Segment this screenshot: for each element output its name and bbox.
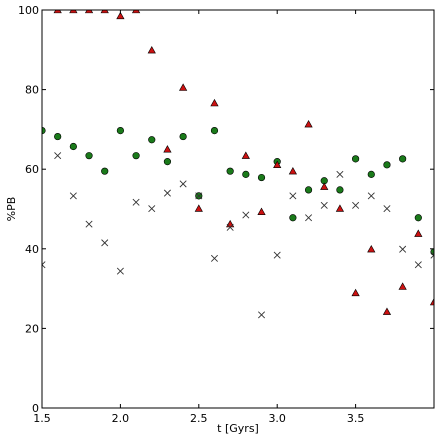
cross-point [210,254,218,262]
triangle-point [288,166,297,175]
cross-point [101,239,109,247]
plot-frame [41,9,435,409]
triangle-point [226,219,235,228]
cross-point [163,189,171,197]
triangle-point [414,229,423,237]
circle-point [399,155,407,163]
data-marks [42,10,434,319]
cross-point [320,201,328,209]
circle-point [242,170,250,178]
cross-point [399,245,407,253]
circle-point [336,186,344,194]
cross-point [336,170,344,178]
triangle-point [320,182,329,190]
circle-point [116,126,124,135]
cross-point [352,201,360,209]
cross-point [258,311,266,319]
cross-point [179,180,187,188]
cross-point [195,192,203,200]
cross-point [69,192,77,200]
circle-point [383,161,391,169]
triangle-point [257,207,266,215]
x-tick-label: 2.0 [112,412,130,425]
circle-point [163,158,172,166]
cross-point [148,205,156,213]
cross-point [54,152,62,160]
circle-point [414,214,422,222]
circle-point [430,248,434,256]
cross-point [430,251,434,259]
circle-point [132,152,140,160]
x-axis-label: t [Gyrs] [217,422,259,435]
circle-point [148,136,156,144]
triangle-point [351,288,360,297]
circle-point [179,132,187,141]
circle-point [54,132,62,141]
circle-point [304,186,313,194]
y-tick-label: 0 [32,402,39,415]
triangle-point [429,297,434,306]
triangle-point [241,151,250,159]
triangle-point [367,244,376,253]
y-tick-label: 40 [25,243,39,256]
cross-point [273,251,281,259]
triangle-point [194,204,203,212]
cross-point [383,205,391,213]
triangle-point [273,160,282,169]
cross-point [116,267,124,275]
triangle-point [382,307,392,315]
triangle-point [100,10,109,14]
y-axis-label: %PB [5,197,18,222]
triangle-point [69,10,78,14]
circle-point [101,167,109,175]
cross-point [85,220,93,228]
axis-ticks: 1.5 2.0 2.5 3.0 3.5 0 20 40 60 80 100 [18,4,434,425]
circle-point [289,214,297,222]
triangle-point [116,11,125,20]
circle-point [257,173,266,182]
cross-point [242,211,250,219]
circle-point [210,126,219,135]
triangle-point [84,10,94,14]
y-tick-label: 60 [25,163,39,176]
cross-point [414,261,422,269]
x-tick-label: 3.0 [268,412,286,425]
triangle-point [131,10,141,14]
y-tick-label: 100 [18,4,39,17]
triangle-point [304,120,313,128]
circle-point [69,142,77,151]
cross-point [132,198,140,206]
circle-point [226,167,234,175]
cross-point [367,192,375,200]
triangle-point [179,83,188,91]
triangle-point [398,282,407,290]
x-tick-label: 2.5 [190,412,208,425]
y-tick-label: 80 [25,84,39,97]
triangle-point [210,98,219,107]
circle-point [352,155,360,163]
x-tick-label: 1.5 [33,412,51,425]
x-tick-label: 3.5 [347,412,365,425]
circle-point [367,170,375,178]
cross-point [42,261,46,269]
triangle-point [147,45,156,54]
triangle-point [53,10,62,14]
circle-point [85,152,93,160]
triangle-point [163,145,172,153]
triangle-point [335,204,345,212]
y-tick-label: 20 [25,322,39,335]
cross-point [226,223,234,231]
cross-point [305,214,313,222]
cross-point [289,192,297,200]
